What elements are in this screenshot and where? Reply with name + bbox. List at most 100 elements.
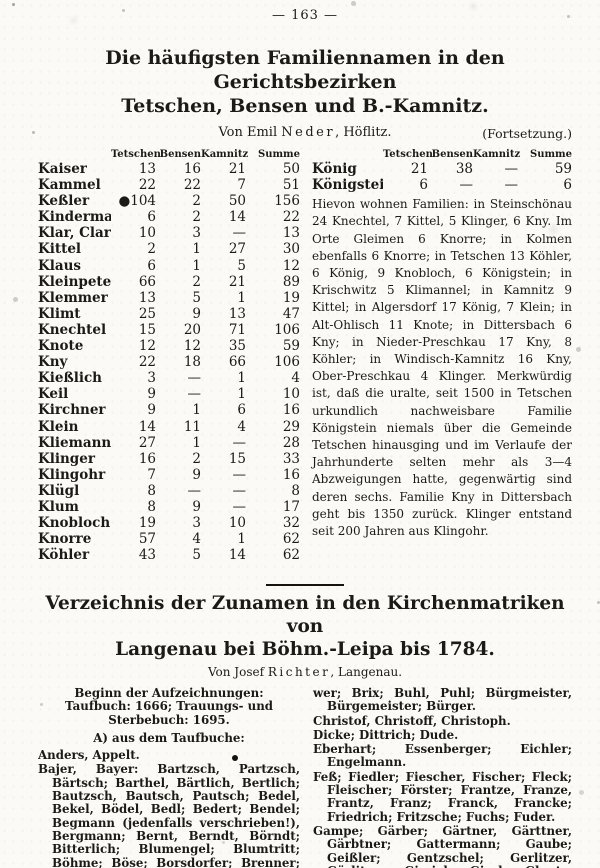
count-kamnitz: — [504, 161, 519, 177]
count-summe: 8 [291, 482, 300, 499]
table-row: Klein 14 11 4 29 [38, 419, 300, 435]
count-bensen: 2 [192, 193, 201, 210]
table-row: Kirchner 9 1 6 16 [38, 402, 300, 418]
count-summe: 28 [282, 434, 300, 451]
count-tetschen: 7 [147, 466, 156, 483]
byline-prefix: Von Emil [218, 125, 278, 140]
records-start-note: Beginn der Aufzeichnungen: Taufbuch: 166… [38, 687, 300, 727]
column-header-summe: Summe [529, 149, 572, 160]
count-summe: 59 [282, 338, 300, 355]
count-bensen: — [187, 370, 202, 387]
surname-group-paragraph: Feß; Fiedler; Fiescher, Fischer; Fleck; … [313, 769, 572, 824]
records-start-line2: Taufbuch: 1666; Trauungs- und Sterbebuch… [64, 699, 274, 727]
surname-group-paragraph: Christof, Christoff, Christoph. [313, 713, 511, 728]
table-row: Keßler ●104 2 50 156 [38, 193, 300, 209]
count-summe: 30 [282, 241, 300, 258]
table-row: Knorre 57 4 1 62 [38, 531, 300, 547]
table-row: Kaiser 13 16 21 50 [38, 161, 300, 177]
table-row: Klügl 8 — — 8 [38, 483, 300, 499]
article1-left-column: Tetschen Bensen Kamnitz Summe Kaiser 13 … [38, 148, 300, 576]
table-row: Kleinpeter 66 2 21 89 [38, 274, 300, 290]
count-tetschen: 22 [138, 177, 156, 194]
count-bensen: 1 [192, 257, 201, 274]
count-kamnitz: 1 [237, 386, 246, 403]
count-bensen: 22 [183, 177, 201, 194]
surname-cell: Klinger [38, 450, 95, 467]
surname-cell: Kammel [38, 177, 101, 194]
count-bensen: 20 [183, 321, 201, 338]
table-row: Klemmer 13 5 1 19 [38, 290, 300, 306]
table-header-right: Tetschen Bensen Kamnitz Summe [312, 148, 572, 161]
table-row: Klingohr 7 9 — 16 [38, 467, 300, 483]
count-summe: 47 [282, 305, 300, 322]
table-row: Kittel 2 1 27 30 [38, 241, 300, 257]
surname-cell: König [312, 161, 357, 177]
table-row: Knechtel 15 20 71 106 [38, 322, 300, 338]
surname-group-paragraph: wer; Brix; Buhl, Puhl; Bürgmeister, Bürg… [313, 687, 572, 714]
article1-columns: Tetschen Bensen Kamnitz Summe Kaiser 13 … [38, 148, 572, 576]
count-tetschen: 14 [138, 418, 156, 435]
byline-author-name: Neder [281, 125, 336, 140]
table-row: Königstein 6 — — 6 [312, 177, 572, 193]
surname-cell: Klügl [38, 482, 80, 499]
count-summe: 89 [282, 273, 300, 290]
column-header-summe: Summe [257, 149, 300, 160]
surname-cell: Kaiser [38, 161, 87, 177]
count-bensen: 11 [183, 418, 201, 435]
count-bensen: 16 [183, 161, 201, 177]
count-tetschen: 6 [147, 257, 156, 274]
count-tetschen: 13 [138, 161, 156, 177]
table-row: Köhler 43 5 14 62 [38, 547, 300, 563]
count-summe: 33 [282, 450, 300, 467]
surname-cell: Keil [38, 386, 69, 403]
article1-title: Die häufigsten Familiennamen in den Geri… [38, 46, 572, 118]
count-bensen: 9 [192, 498, 201, 515]
table-row: Klaus 6 1 5 12 [38, 258, 300, 274]
count-kamnitz: 1 [237, 370, 246, 387]
surname-cell: Kindermann [38, 209, 111, 226]
count-bensen: — [187, 386, 202, 403]
article2-columns: Beginn der Aufzeichnungen: Taufbuch: 166… [38, 687, 572, 868]
count-tetschen: 8 [147, 498, 156, 515]
table-row: Kliemannel 27 1 — 28 [38, 435, 300, 451]
surname-cell: Knorre [38, 531, 92, 548]
article2-title: Verzeichnis der Zunamen in den Kirchenma… [38, 592, 572, 661]
count-tetschen: 6 [419, 177, 428, 194]
table-row: Klum 8 9 — 17 [38, 499, 300, 515]
article2-title-line1: Verzeichnis der Zunamen in den Kirchenma… [45, 593, 565, 637]
article1-title-line2: Tetschen, Bensen und B.-Kamnitz. [121, 95, 489, 117]
surname-cell: Kittel [38, 241, 82, 258]
count-kamnitz: 15 [228, 450, 246, 467]
count-kamnitz: 13 [228, 305, 246, 322]
byline-prefix: Von Josef [207, 665, 265, 679]
count-tetschen: 9 [147, 386, 156, 403]
count-summe: 106 [274, 321, 300, 338]
count-kamnitz: 1 [237, 289, 246, 306]
surname-cell: Kliemannel [38, 434, 111, 451]
count-summe: 17 [282, 498, 300, 515]
count-tetschen: 15 [138, 321, 156, 338]
count-tetschen: 66 [138, 273, 156, 290]
continuation-note: (Fortsetzung.) [482, 126, 572, 141]
count-kamnitz: 14 [228, 547, 246, 564]
count-tetschen: 57 [138, 531, 156, 548]
count-kamnitz: — [232, 434, 247, 451]
surname-cell: Kießlich [38, 370, 102, 387]
count-bensen: 9 [192, 466, 201, 483]
article2-left-column: Beginn der Aufzeichnungen: Taufbuch: 166… [38, 687, 300, 868]
table-row: Keil 9 — 1 10 [38, 386, 300, 402]
count-summe: 62 [282, 531, 300, 548]
surname-group-paragraph: Bajer, Bayer: Bartzsch, Partzsch, Bärtsc… [38, 762, 300, 868]
count-tetschen: 21 [410, 161, 428, 177]
count-bensen: 1 [192, 402, 201, 419]
byline-author-name: Richter [267, 665, 331, 679]
count-kamnitz: — [232, 482, 247, 499]
table-row: Klimt 25 9 13 47 [38, 306, 300, 322]
count-summe: 32 [282, 515, 300, 532]
count-tetschen: 27 [138, 434, 156, 451]
table-row: König 21 38 — 59 [312, 161, 572, 177]
surname-table-right: König 21 38 — 59 Königstein 6 — — 6 [312, 161, 572, 193]
count-bensen: 1 [192, 241, 201, 258]
column-header-tetschen: Tetschen [383, 149, 433, 160]
surname-cell: Klingohr [38, 466, 106, 483]
